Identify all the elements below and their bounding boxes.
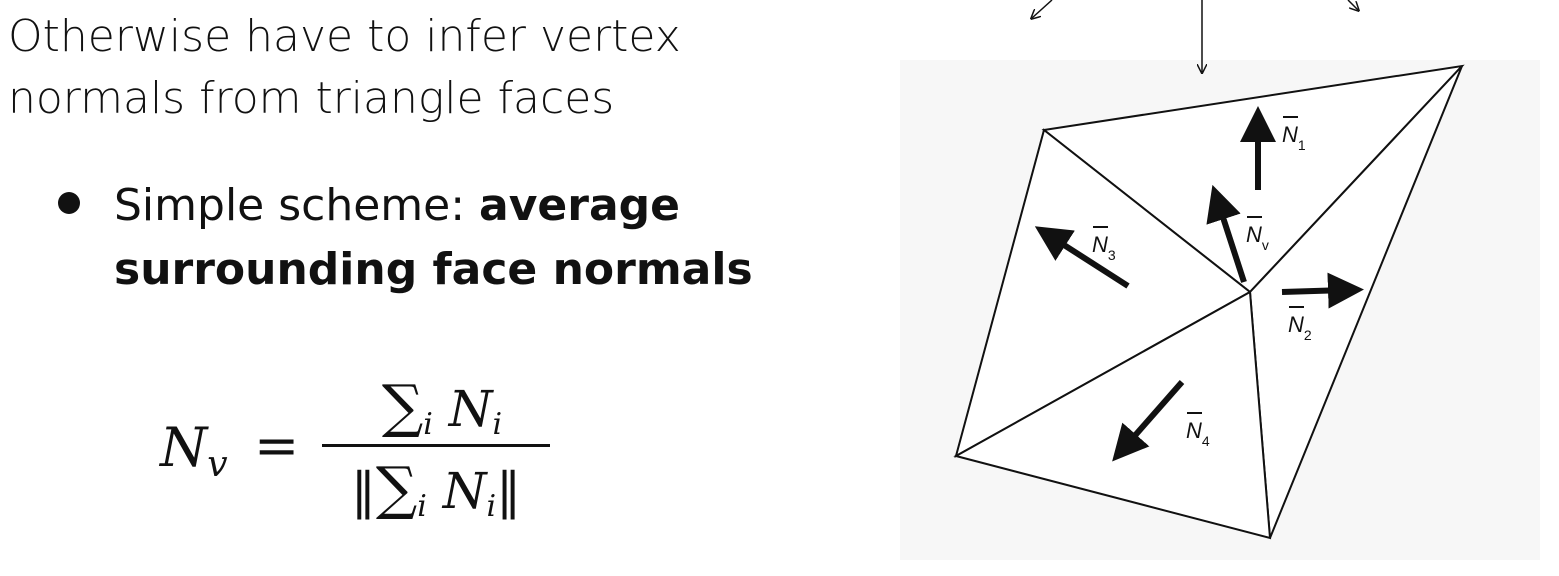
formula-denominator: ‖∑i Ni‖ — [350, 454, 522, 524]
label-n2: N2 — [1288, 306, 1312, 343]
mesh-normals-figure: N1 N2 N3 N4 Nv — [880, 0, 1559, 576]
normal-arrow-n3 — [1034, 226, 1130, 289]
formula-equals: = — [254, 414, 300, 477]
heading-text: Otherwise have to infer vertex normals f… — [8, 6, 681, 130]
incoming-arrow-left — [1032, 0, 1053, 18]
vertex-normal-formula: Nv = ∑i Ni ‖∑i Ni‖ — [160, 372, 580, 528]
bullet-dot-icon — [58, 192, 80, 214]
heading-line-1: Otherwise have to infer vertex — [8, 11, 681, 62]
face-4 — [953, 290, 1272, 540]
label-n4: N4 — [1186, 412, 1210, 449]
bullet-prefix: Simple scheme: — [114, 180, 480, 231]
bullet-bold-line-1: average — [479, 180, 680, 231]
label-n1: N1 — [1282, 116, 1306, 153]
normal-arrow-n4 — [1112, 380, 1185, 462]
formula-lhs: Nv — [160, 416, 228, 485]
slide-text-panel: Otherwise have to infer vertex normals f… — [8, 6, 814, 528]
incoming-arrow-right — [1347, 0, 1358, 10]
bullet-bold-line-2: surrounding face normals — [114, 244, 753, 295]
formula-numerator: ∑i Ni — [381, 372, 503, 442]
formula-fraction-bar — [322, 444, 550, 447]
label-nv: Nv — [1246, 216, 1269, 253]
heading-line-2: normals from triangle faces — [8, 73, 615, 124]
normal-arrow-n2 — [1281, 272, 1364, 309]
mesh-diagram — [900, 0, 1540, 560]
normal-arrow-nv — [1206, 184, 1247, 283]
bullet-text: Simple scheme: average surrounding face … — [114, 174, 814, 302]
label-n3: N3 — [1092, 226, 1116, 263]
